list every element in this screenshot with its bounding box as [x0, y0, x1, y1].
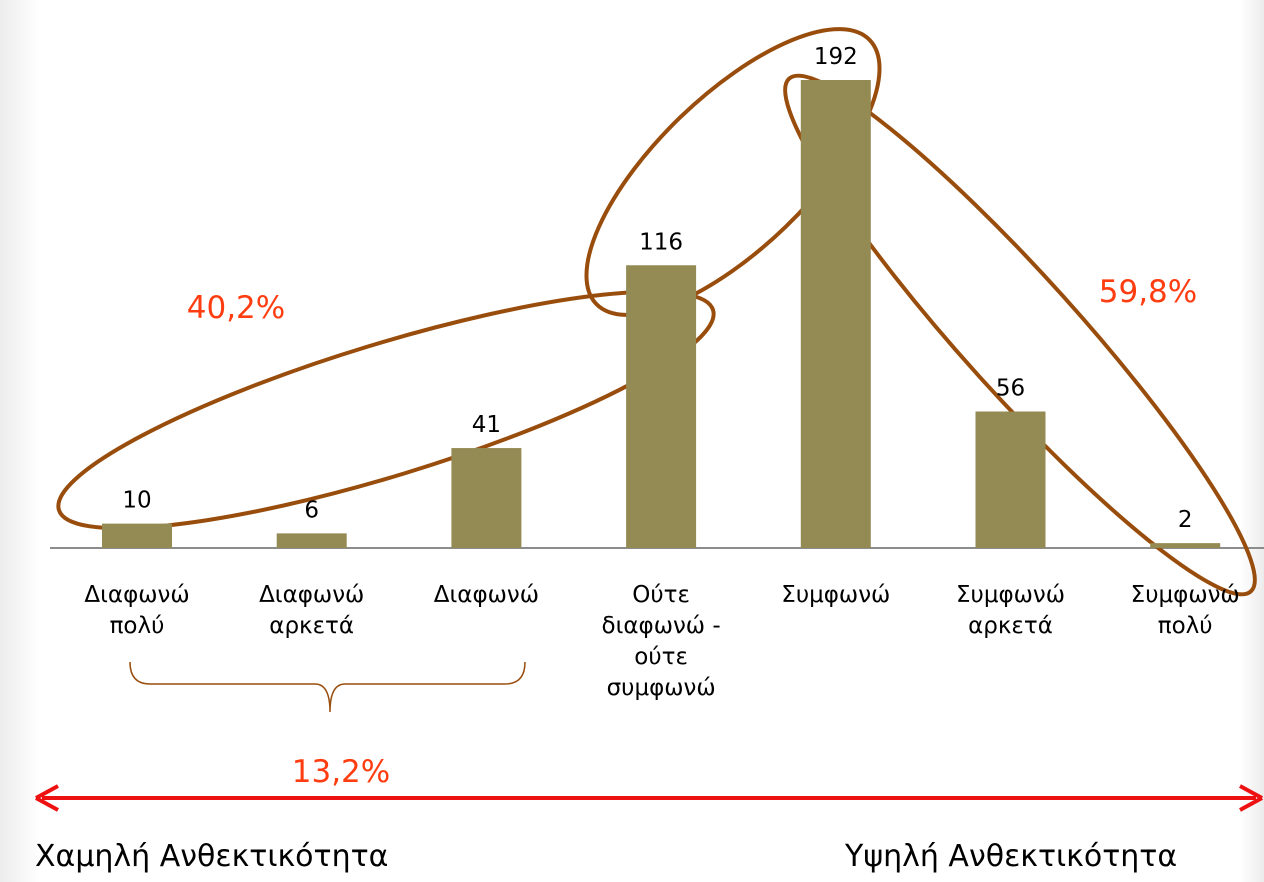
bar [800, 80, 871, 548]
value-label: 56 [996, 376, 1025, 402]
arrow-head [1239, 784, 1263, 812]
x-tick-label: Συμφωνώ πολύ [1130, 582, 1240, 639]
scale-label: Χαμηλή Ανθεκτικότητα [35, 839, 388, 874]
ellipse [783, 73, 1257, 597]
value-label: 2 [1178, 507, 1193, 533]
ellipse [584, 27, 882, 317]
annotation: 13,2% [292, 754, 390, 790]
value-label: 116 [639, 229, 683, 255]
x-tick-label: Διαφωνώ πολύ [84, 582, 190, 639]
arrow [35, 784, 1263, 812]
annotation-shapes [56, 27, 1257, 597]
value-label: 6 [304, 497, 319, 523]
value-label: 41 [472, 412, 501, 438]
brace [129, 661, 526, 713]
ellipse [56, 289, 716, 531]
x-tick-label: Διαφωνώ αρκετά [259, 582, 365, 639]
x-tick-label: Συμφωνώ [781, 582, 891, 608]
bar [276, 533, 347, 548]
bar [626, 265, 697, 548]
bar [1150, 543, 1221, 548]
x-tick-label: Συμφωνώ αρκετά [955, 582, 1065, 639]
bar [975, 411, 1046, 548]
x-tick-label: Ούτε διαφωνώ - ούτε συμφωνώ [601, 582, 721, 701]
bar [102, 523, 172, 548]
arrow-head [35, 784, 59, 812]
x-tick-label: Διαφωνώ [433, 582, 539, 608]
annotation: 40,2% [187, 290, 285, 326]
scale-label: Υψηλή Ανθεκτικότητα [844, 839, 1177, 874]
value-label: 192 [814, 44, 858, 70]
annotation: 59,8% [1099, 274, 1197, 310]
bar [451, 448, 522, 548]
value-label: 10 [122, 488, 151, 514]
